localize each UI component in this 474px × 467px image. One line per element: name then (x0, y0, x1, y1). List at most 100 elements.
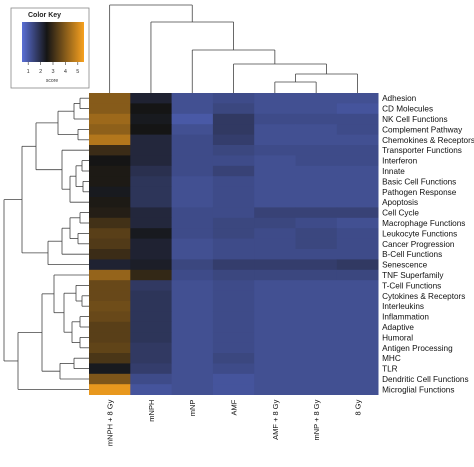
row-label: Inflammation (382, 313, 429, 322)
row-label: Cancer Progression (382, 240, 455, 249)
heatmap-cell (254, 228, 296, 239)
heatmap-cell (171, 145, 214, 156)
heatmap-cell (212, 373, 255, 385)
row-label: Complement Pathway (382, 125, 463, 134)
heatmap-cell (212, 311, 255, 323)
heatmap-cell (254, 217, 296, 229)
row-label: B-Cell Functions (382, 250, 442, 259)
heatmap-cell (171, 373, 214, 385)
heatmap-cell (89, 165, 131, 177)
heatmap-cell (295, 238, 338, 250)
heatmap-cell (130, 197, 172, 208)
heatmap-cell (212, 363, 255, 375)
heatmap-cell (130, 207, 172, 219)
heatmap-cell (130, 373, 172, 385)
heatmap-cell (212, 290, 255, 302)
heatmap-cell (336, 238, 379, 250)
heatmap-cell (212, 113, 255, 125)
heatmap-cell (212, 176, 255, 187)
color-key-tick-label: 3 (51, 69, 54, 75)
heatmap-cell (336, 269, 379, 281)
heatmap-cell (89, 321, 131, 333)
heatmap-cell (254, 280, 296, 291)
heatmap-cell (336, 249, 379, 260)
heatmap-cell (254, 353, 296, 364)
heatmap-cell (171, 332, 214, 343)
heatmap-cell (171, 228, 214, 239)
heatmap-cell (336, 186, 379, 198)
heatmap-cell (130, 217, 172, 229)
heatmap-cell (130, 165, 172, 177)
heatmap-cell (295, 259, 338, 271)
heatmap-cell (130, 93, 172, 104)
row-dendrogram (3, 97, 89, 390)
row-label: NK Cell Functions (382, 115, 448, 124)
heatmap-cell (254, 145, 296, 156)
heatmap-cell (254, 321, 296, 333)
heatmap-cell (336, 280, 379, 291)
heatmap-cell (336, 321, 379, 333)
heatmap-cell (336, 259, 379, 271)
heatmap-cell (295, 311, 338, 323)
heatmap-cell (171, 217, 214, 229)
heatmap-cells (89, 93, 379, 395)
heatmap-cell (336, 228, 379, 239)
color-key-gradient (22, 22, 84, 62)
column-label: mNPH (147, 400, 156, 422)
color-key-ticks: 1 2 3 4 5 (27, 62, 79, 75)
heatmap-cell (89, 353, 131, 364)
heatmap-cell (130, 342, 172, 354)
heatmap-cell (295, 363, 338, 375)
heatmap-cell (130, 301, 172, 312)
row-label: Microglial Functions (382, 385, 454, 394)
heatmap-cell (254, 363, 296, 375)
row-label: TNF Superfamily (382, 271, 444, 280)
heatmap-cell (89, 186, 131, 198)
heatmap-cell (171, 353, 214, 364)
column-label: mNPH + 8 Gy (106, 399, 115, 446)
heatmap-cell (254, 93, 296, 104)
heatmap-cell (254, 373, 296, 385)
heatmap-cell (295, 217, 338, 229)
heatmap-cell (171, 342, 214, 354)
heatmap-cell (89, 238, 131, 250)
color-key-title: Color Key (28, 12, 61, 19)
color-key-tick-label: 2 (39, 69, 42, 75)
heatmap-cell (336, 165, 379, 177)
heatmap-cell (295, 113, 338, 125)
row-label: T-Cell Functions (382, 281, 441, 290)
column-dendrogram (109, 4, 358, 93)
row-label: Interferon (382, 157, 417, 166)
heatmap-cell (171, 207, 214, 219)
heatmap-cell (212, 280, 255, 291)
heatmap-cell (130, 332, 172, 343)
color-key-tick-label: 4 (64, 69, 67, 75)
heatmap-cell (254, 197, 296, 208)
heatmap-cell (130, 290, 172, 302)
heatmap-cell (89, 155, 131, 167)
heatmap-cell (89, 290, 131, 302)
heatmap-cell (336, 290, 379, 302)
heatmap-cell (295, 332, 338, 343)
heatmap-cell (130, 353, 172, 364)
heatmap-cell (295, 353, 338, 364)
color-key: Color Key 1 2 3 4 5 score (10, 7, 90, 89)
heatmap-cell (336, 217, 379, 229)
column-label: AMF (230, 399, 239, 415)
heatmap-cell (130, 249, 172, 260)
heatmap-cell (171, 321, 214, 333)
heatmap-cell (89, 197, 131, 208)
heatmap-cell (89, 217, 131, 229)
heatmap-cell (336, 176, 379, 187)
heatmap-cell (295, 342, 338, 354)
heatmap-cell (171, 384, 214, 395)
heatmap-cell (130, 280, 172, 291)
column-label: mNP (188, 400, 197, 417)
heatmap-cell (89, 301, 131, 312)
heatmap-cell (212, 134, 255, 146)
row-label: Adhesion (382, 94, 417, 103)
heatmap-cell (130, 145, 172, 156)
heatmap-cell (171, 311, 214, 323)
heatmap-cell (171, 93, 214, 104)
